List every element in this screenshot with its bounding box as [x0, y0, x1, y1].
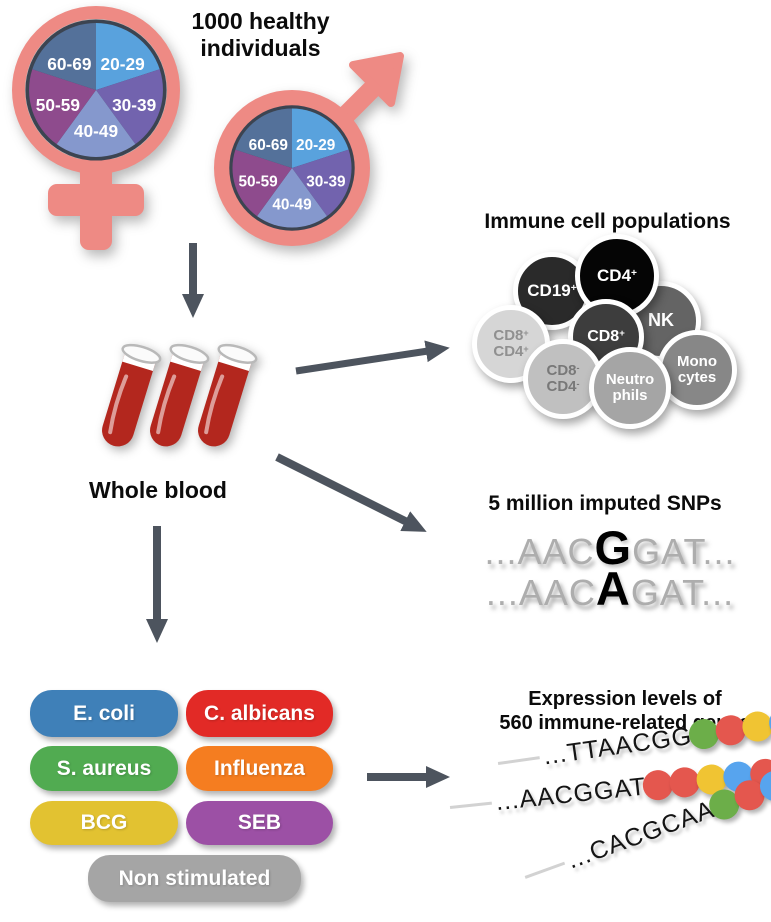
snp-seq-prefix: ...AAC — [484, 531, 595, 572]
pie-label-20-29: 20-29 — [101, 54, 145, 74]
stimulus-label: SEB — [237, 811, 282, 834]
cell-label: CD4- — [546, 378, 580, 395]
stimulus-label: Influenza — [213, 756, 305, 780]
expression-title-line2: 560 immune-related genes — [499, 711, 751, 734]
snp-sequence-row: ...AACGGAT... — [450, 524, 770, 582]
stimulus-label: Non stimulated — [118, 866, 271, 890]
pie-slice-30-39 — [292, 149, 352, 217]
page-title-line1: 1000 healthy — [191, 8, 330, 34]
blood-tube-icon — [198, 343, 258, 447]
whole-blood-label: Whole blood — [89, 477, 227, 503]
pie-label-30-39: 30-39 — [306, 174, 345, 191]
strand-line — [497, 755, 540, 765]
strand-line — [449, 801, 492, 809]
pie-slice-20-29 — [292, 108, 349, 168]
female-symbol-ring — [12, 6, 180, 174]
male-symbol-icon — [214, 52, 404, 246]
cell-label: CD8+ — [587, 327, 625, 345]
arrow-blood-to-snps — [275, 453, 427, 532]
pie-slice-20-29 — [96, 23, 160, 91]
tube-rim — [121, 343, 162, 364]
strand-line — [524, 861, 565, 879]
pie-label-50-59: 50-59 — [238, 174, 277, 191]
pie-label-50-59: 50-59 — [36, 95, 80, 115]
female-symbol-crossbar — [48, 184, 144, 216]
male-age-pie: 20-29 30-39 40-49 50-59 60-69 — [229, 105, 355, 231]
tube-highlight — [204, 374, 225, 435]
pie-slice-30-39 — [96, 69, 163, 145]
pie-slice-50-59 — [29, 69, 97, 145]
stimulus-label: S. aureus — [56, 756, 152, 780]
tube-body — [198, 349, 253, 447]
cell-label: CD8- — [546, 362, 580, 380]
snp-seq-suffix: GAT... — [630, 572, 735, 613]
male-symbol-arrowhead — [349, 52, 404, 107]
pie-label-20-29: 20-29 — [296, 137, 335, 154]
female-age-pie: 20-29 30-39 40-49 50-59 60-69 — [25, 19, 167, 161]
tube-rim — [217, 343, 258, 364]
stimulus-pill-bcg: BCG — [30, 801, 178, 845]
cell-label: NK — [648, 310, 674, 331]
stimulus-label: E. coli — [73, 701, 135, 725]
blood-tubes-icon — [102, 343, 258, 447]
tube-highlight — [156, 374, 177, 435]
expression-dot — [740, 709, 771, 744]
tube-body — [150, 349, 205, 447]
blood-tube-icon — [150, 343, 210, 447]
snp-allele: A — [595, 562, 631, 615]
stimulus-pill-seb: SEB — [186, 801, 333, 845]
gene-sequence: ...AACGGAT — [494, 771, 648, 816]
arrow-blood-to-cells — [295, 340, 450, 375]
stimulus-label: C. albicans — [204, 701, 315, 725]
pie-slice-50-59 — [232, 149, 292, 217]
female-symbol-icon — [12, 6, 180, 250]
cell-label: CD19+ — [527, 280, 577, 300]
pie-label-40-49: 40-49 — [272, 197, 311, 214]
cell-label: phils — [612, 387, 648, 404]
pie-slice-40-49 — [56, 90, 136, 157]
tube-highlight — [108, 374, 129, 435]
stimulus-pill-calbicans: C. albicans — [186, 690, 333, 737]
blood-tube-icon — [102, 343, 162, 447]
stimulus-pill-influenza: Influenza — [186, 746, 333, 791]
expression-title: Expression levels of 560 immune-related … — [470, 688, 771, 735]
pie-slice-60-69 — [235, 108, 292, 168]
male-symbol-ring — [214, 90, 370, 246]
snp-sequence-row: ...AACAGAT... — [450, 565, 770, 623]
cell-label: CD4+ — [493, 343, 529, 360]
pie-label-30-39: 30-39 — [112, 95, 156, 115]
cell-label: CD8+ — [493, 327, 529, 345]
tube-body — [102, 349, 157, 447]
tube-rim — [169, 343, 210, 364]
pie-label-60-69: 60-69 — [47, 54, 91, 74]
page-title-line2: individuals — [200, 35, 321, 62]
cell-label: cytes — [677, 369, 717, 386]
gender-symbols: 20-29 30-39 40-49 50-59 60-69 20-29 30-3… — [12, 6, 404, 250]
immune-populations-title: Immune cell populations — [484, 210, 731, 233]
stimulus-label: BCG — [80, 811, 128, 834]
cell-circle-neutrophils: Neutro phils — [589, 347, 671, 429]
expression-title-line1: Expression levels of — [528, 688, 722, 710]
cell-label: Neutro — [605, 371, 655, 389]
snp-title: 5 million imputed SNPs — [488, 492, 722, 515]
pie-label-60-69: 60-69 — [249, 137, 288, 154]
snp-seq-suffix: GAT... — [632, 531, 736, 572]
cell-label: CD4+ — [597, 265, 637, 285]
snp-allele: G — [594, 521, 633, 574]
cell-label: Mono — [677, 353, 717, 371]
stimulus-pill-nonstimulated: Non stimulated — [88, 855, 301, 902]
pie-slice-40-49 — [257, 168, 327, 228]
page-title: 1000 healthy individuals — [168, 8, 353, 62]
stimulus-pill-saureus: S. aureus — [30, 746, 178, 791]
stimulus-pill-ecoli: E. coli — [30, 690, 178, 737]
snp-seq-prefix: ...AAC — [485, 572, 596, 613]
pie-slice-60-69 — [32, 23, 96, 91]
pie-label-40-49: 40-49 — [74, 121, 118, 141]
